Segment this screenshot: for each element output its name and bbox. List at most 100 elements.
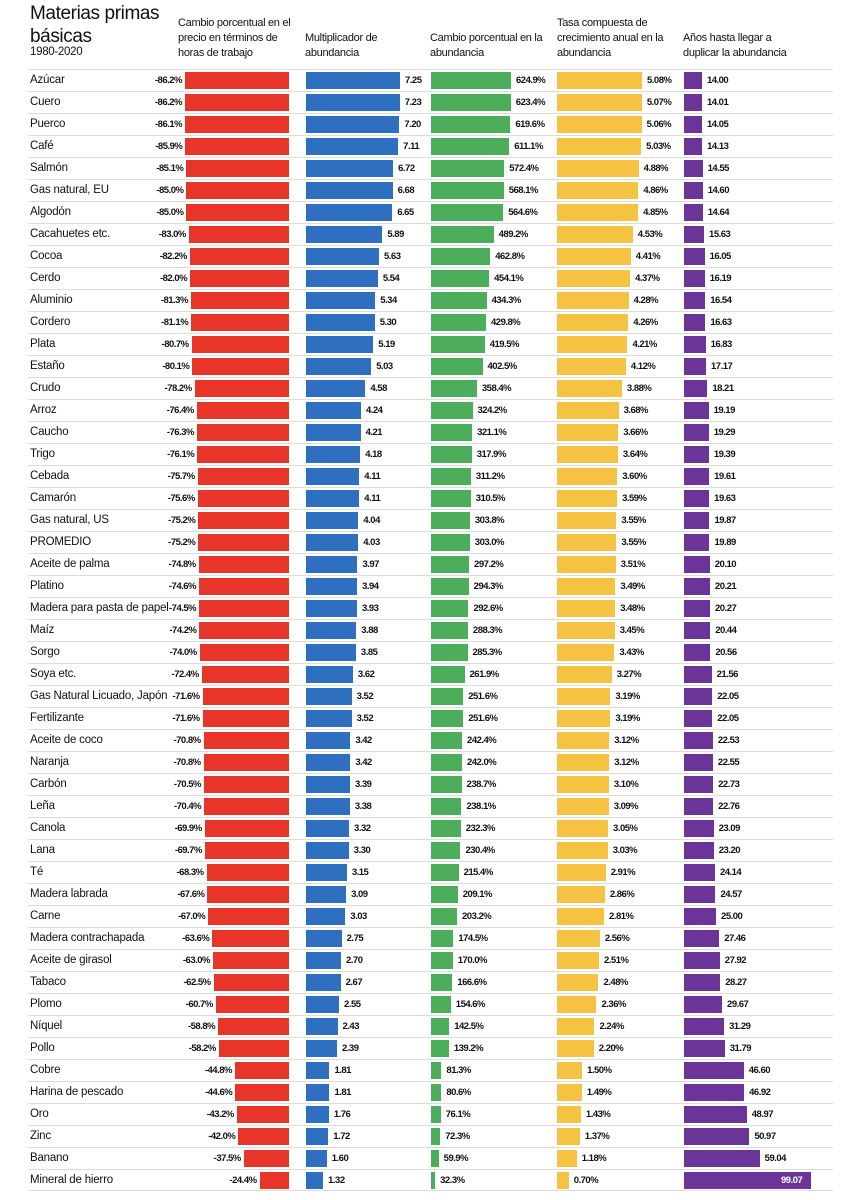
value-label-multiplier: 4.11 bbox=[364, 471, 381, 482]
table-row: Banano -37.5% 1.60 59.9% 1.18% 59.04 bbox=[28, 1147, 833, 1169]
bar-multiplier bbox=[306, 666, 353, 683]
value-label-cagr: 3.43% bbox=[619, 647, 644, 658]
bar-cagr bbox=[557, 1062, 583, 1079]
table-row: PROMEDIO -75.2% 4.03 303.0% 3.55% 19.89 bbox=[28, 531, 833, 553]
value-label-price-change: -74.6% bbox=[168, 581, 197, 592]
value-label-multiplier: 6.65 bbox=[397, 207, 414, 218]
value-label-abundance-change: 303.8% bbox=[474, 515, 505, 526]
row-label: Madera contrachapada bbox=[30, 932, 145, 944]
value-label-years: 20.10 bbox=[714, 559, 737, 570]
value-label-multiplier: 1.76 bbox=[333, 1109, 351, 1120]
value-label-years: 16.63 bbox=[710, 317, 732, 328]
value-label-price-change: -75.2% bbox=[168, 537, 196, 548]
value-label-multiplier: 4.58 bbox=[370, 383, 387, 394]
value-label-abundance-change: 285.3% bbox=[472, 647, 503, 658]
bar-abundance-change bbox=[431, 930, 454, 947]
bar-cagr bbox=[557, 138, 642, 155]
row-label: Cuero bbox=[30, 96, 61, 108]
value-label-abundance-change: 324.2% bbox=[477, 405, 508, 416]
chart-subtitle: 1980-2020 bbox=[30, 46, 83, 58]
value-label-price-change: -44.6% bbox=[205, 1087, 233, 1098]
bar-years bbox=[684, 512, 710, 529]
row-label: Cacahuetes etc. bbox=[30, 228, 111, 240]
bar-years bbox=[684, 1150, 760, 1167]
bar-price-change bbox=[238, 1128, 289, 1145]
row-label: Aceite de palma bbox=[30, 558, 110, 570]
table-row: Aceite de girasol -63.0% 2.70 170.0% 2.51% 27… bbox=[28, 949, 833, 971]
value-label-years: 24.57 bbox=[720, 889, 742, 900]
value-label-abundance-change: 294.3% bbox=[473, 581, 504, 592]
value-label-abundance-change: 251.6% bbox=[468, 713, 498, 724]
bar-abundance-change bbox=[431, 336, 485, 353]
bar-cagr bbox=[557, 644, 615, 661]
row-label: Harina de pescado bbox=[30, 1086, 124, 1098]
value-label-abundance-change: 434.3% bbox=[491, 295, 522, 306]
bar-price-change bbox=[203, 732, 289, 749]
bar-price-change bbox=[204, 842, 289, 859]
bar-abundance-change bbox=[431, 1128, 441, 1145]
bar-abundance-change bbox=[431, 248, 491, 265]
table-row: Estaño -80.1% 5.03 402.5% 4.12% 17.17 bbox=[28, 355, 833, 377]
table-row: Fertilizante -71.6% 3.52 251.6% 3.19% 22.05 bbox=[28, 707, 833, 729]
bar-years bbox=[684, 1018, 725, 1035]
bar-multiplier bbox=[306, 622, 357, 639]
value-label-abundance-change: 288.3% bbox=[472, 625, 503, 636]
value-label-price-change: -24.4% bbox=[229, 1175, 257, 1186]
row-label: Plata bbox=[30, 338, 56, 350]
value-label-years: 19.87 bbox=[714, 515, 736, 526]
value-label-multiplier: 5.54 bbox=[382, 273, 400, 284]
bar-years bbox=[684, 776, 714, 793]
bar-multiplier bbox=[306, 336, 374, 353]
bar-multiplier bbox=[306, 754, 351, 771]
value-label-cagr: 3.64% bbox=[622, 449, 648, 460]
value-label-price-change: -74.0% bbox=[169, 647, 198, 658]
row-label: Plomo bbox=[30, 998, 62, 1010]
value-label-cagr: 1.37% bbox=[584, 1131, 610, 1142]
table-row: Gas natural, US -75.2% 4.04 303.8% 3.55% 19.8… bbox=[28, 509, 833, 531]
table-row: Salmón -85.1% 6.72 572.4% 4.88% 14.55 bbox=[28, 157, 833, 179]
bar-years bbox=[684, 1106, 747, 1123]
bar-years bbox=[684, 754, 713, 771]
bar-cagr bbox=[557, 908, 605, 925]
value-label-multiplier: 1.32 bbox=[328, 1175, 345, 1186]
bar-multiplier bbox=[306, 820, 350, 837]
bar-multiplier bbox=[306, 490, 360, 507]
value-label-abundance-change: 81.3% bbox=[446, 1065, 471, 1076]
bar-price-change bbox=[204, 798, 289, 815]
table-row: Cuero -86.2% 7.23 623.4% 5.07% 14.01 bbox=[28, 91, 833, 113]
row-label: Cebada bbox=[30, 470, 70, 482]
value-label-price-change: -42.0% bbox=[208, 1131, 236, 1142]
value-label-cagr: 1.50% bbox=[587, 1065, 612, 1076]
bar-years bbox=[684, 666, 712, 683]
value-label-abundance-change: 170.0% bbox=[457, 955, 488, 966]
value-label-multiplier: 1.60 bbox=[331, 1153, 349, 1164]
table-row: Maíz -74.2% 3.88 288.3% 3.45% 20.44 bbox=[28, 619, 833, 641]
value-label-years: 21.56 bbox=[716, 669, 739, 680]
value-label-cagr: 0.70% bbox=[573, 1175, 599, 1186]
table-row: Platino -74.6% 3.94 294.3% 3.49% 20.21 bbox=[28, 575, 833, 597]
bar-years bbox=[684, 182, 703, 199]
column-header-multiplier: Multiplicador de abundancia bbox=[305, 32, 378, 59]
value-label-cagr: 4.37% bbox=[635, 273, 660, 284]
bar-years bbox=[684, 402, 709, 419]
value-label-cagr: 4.12% bbox=[630, 361, 656, 372]
value-label-price-change: -75.2% bbox=[168, 515, 196, 526]
value-label-years: 14.55 bbox=[707, 163, 730, 174]
row-label: Naranja bbox=[30, 756, 69, 768]
value-label-cagr: 2.20% bbox=[598, 1043, 624, 1054]
table-row: Algodón -85.0% 6.65 564.6% 4.85% 14.64 bbox=[28, 201, 833, 223]
value-label-abundance-change: 402.5% bbox=[487, 361, 518, 372]
bar-price-change bbox=[186, 182, 289, 199]
bar-abundance-change bbox=[431, 534, 470, 551]
bar-multiplier bbox=[306, 578, 358, 595]
bar-abundance-change bbox=[431, 1040, 449, 1057]
row-label: PROMEDIO bbox=[30, 536, 92, 548]
value-label-multiplier: 5.03 bbox=[376, 361, 393, 372]
row-label: Puerco bbox=[30, 118, 66, 130]
row-label: Café bbox=[30, 140, 54, 152]
bar-multiplier bbox=[306, 644, 356, 661]
value-label-abundance-change: 142.5% bbox=[454, 1021, 484, 1032]
value-label-abundance-change: 80.6% bbox=[446, 1087, 471, 1098]
bar-abundance-change bbox=[431, 490, 471, 507]
bar-abundance-change bbox=[431, 468, 471, 485]
